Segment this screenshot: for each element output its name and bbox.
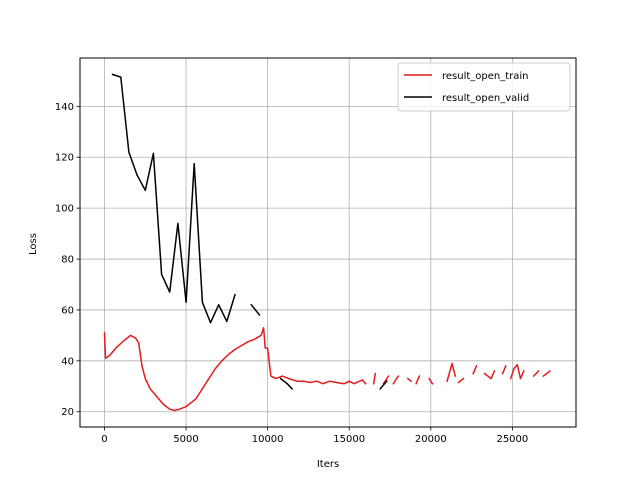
legend-label-train: result_open_train — [442, 71, 529, 82]
series-line-result-open-valid — [279, 377, 294, 390]
x-tick-label: 20000 — [415, 434, 447, 445]
plot-frame — [79, 57, 577, 428]
series-line-result-open-train — [392, 375, 400, 385]
x-tick-label: 0 — [101, 434, 107, 445]
y-tick-label: 40 — [61, 356, 74, 367]
y-tick-label: 60 — [61, 305, 74, 316]
series-line-result-open-train — [483, 370, 496, 380]
series-line-result-open-train — [446, 362, 457, 383]
x-tick-label: 5000 — [173, 434, 198, 445]
series-line-result-open-train — [428, 377, 434, 385]
series-line-result-open-train — [532, 369, 540, 378]
series-line-result-open-train — [382, 375, 390, 385]
legend-box — [397, 62, 571, 112]
y-tick-label: 120 — [55, 153, 74, 164]
series-line-result-open-train — [457, 377, 465, 384]
series-line-result-open-train — [103, 327, 367, 412]
y-tick-label: 20 — [61, 407, 74, 418]
series-line-result-open-train — [372, 372, 377, 385]
y-tick-label: 100 — [55, 204, 74, 215]
y-tick-label: 140 — [55, 102, 74, 113]
legend: result_open_train result_open_valid — [397, 62, 571, 112]
series-lines — [103, 73, 551, 412]
series-line-result-open-valid — [111, 73, 236, 324]
series-line-result-open-train — [501, 364, 507, 375]
y-tick-label: 80 — [61, 255, 74, 266]
axis-ticks: 0 5000 10000 15000 20000 25000 20 40 60 80 100 120 1… — [55, 102, 528, 445]
x-tick-label: 25000 — [496, 434, 528, 445]
series-line-result-open-train — [415, 375, 421, 385]
x-axis-label: Iters — [317, 459, 339, 470]
series-line-result-open-train — [472, 364, 478, 375]
series-line-result-open-valid — [250, 303, 261, 317]
series-line-result-open-valid — [379, 380, 388, 390]
series-line-result-open-train — [509, 363, 525, 380]
series-line-result-open-train — [542, 369, 551, 378]
x-tick-label: 10000 — [252, 434, 284, 445]
y-axis-label: Loss — [28, 233, 39, 255]
x-tick-label: 15000 — [333, 434, 365, 445]
grid-lines — [80, 58, 576, 427]
series-line-result-open-train — [406, 377, 413, 383]
legend-label-valid: result_open_valid — [442, 93, 529, 104]
